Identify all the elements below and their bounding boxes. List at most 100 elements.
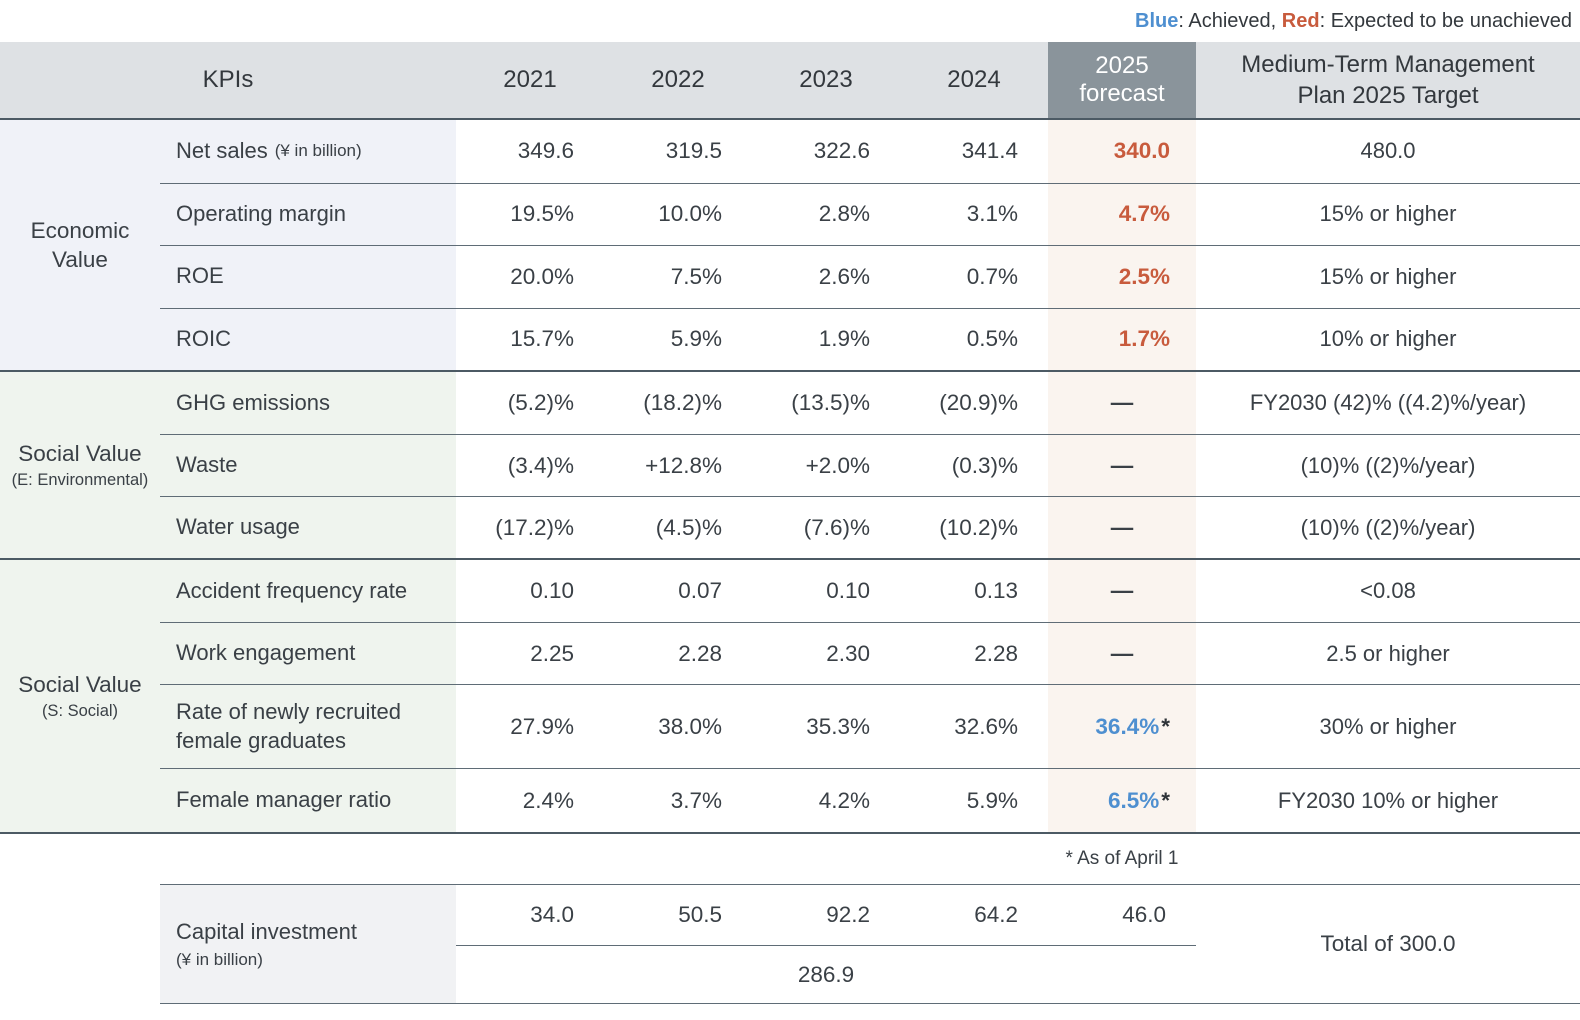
category-social-value-social: Social Value (S: Social) <box>0 560 160 832</box>
value-2023: 92.2 <box>752 884 900 946</box>
value-2024: (0.3)% <box>900 434 1048 496</box>
kpi-female-manager-ratio: Female manager ratio <box>160 768 456 832</box>
value-2021: 0.10 <box>530 578 574 603</box>
category-sublabel: (E: Environmental) <box>11 470 149 489</box>
legend: Blue: Achieved, Red: Expected to be unac… <box>0 0 1580 42</box>
legend-blue-desc: : Achieved, <box>1178 9 1282 32</box>
value-2023: 2.30 <box>752 622 900 684</box>
target-value: Total of 300.0 <box>1196 884 1580 1004</box>
value-2023: 2.6% <box>752 245 900 308</box>
section-economic-value: Economic Value Net sales (¥ in billion) 3… <box>0 120 1580 370</box>
forecast-value: 6.5% * <box>1048 768 1196 832</box>
target-value: 480.0 <box>1360 138 1416 164</box>
category-economic-value: Economic Value <box>0 120 160 370</box>
header-year-2021: 2021 <box>456 42 604 118</box>
value-2021: 15.7% <box>456 307 604 371</box>
value-2023: 322.6 <box>813 138 870 164</box>
target-value: FY2030 (42)% ((4.2)%/year) <box>1249 390 1527 415</box>
value-2022: 5.9% <box>604 307 752 371</box>
footnote-marker: * <box>1161 713 1170 739</box>
forecast-value: — <box>1048 622 1196 684</box>
value-2021: 34.0 <box>456 884 604 946</box>
five-year-subtotal: 286.9 <box>456 946 1196 1004</box>
value-2024: 2.28 <box>900 622 1048 684</box>
value-2021: (3.4)% <box>456 434 604 496</box>
header-kpis: KPIs <box>0 42 456 118</box>
value-2024: 341.4 <box>961 138 1018 164</box>
category-label: Economic Value <box>30 217 130 272</box>
target-value: 30% or higher <box>1196 684 1580 768</box>
legend-blue-label: Blue <box>1135 9 1179 32</box>
value-2024: 5.9% <box>900 768 1048 832</box>
unit-suffix: (¥ in billion) <box>176 949 263 969</box>
kpi-work-engagement: Work engagement <box>160 622 456 684</box>
value-2024: 64.2 <box>900 884 1048 946</box>
capital-investment-block: Capital investment (¥ in billion) 34.0 5… <box>0 884 1580 1004</box>
value-2023: (7.6)% <box>752 496 900 558</box>
legend-red-desc: : Expected to be unachieved <box>1319 9 1572 32</box>
value-2022: 2.28 <box>604 622 752 684</box>
header-target: Medium-Term Management Plan 2025 Target <box>1196 42 1580 118</box>
category-label: Social Value <box>18 440 142 466</box>
forecast-value: — <box>1048 560 1196 622</box>
forecast-value: 340.0 <box>1048 120 1196 183</box>
value-2022: (4.5)% <box>604 496 752 558</box>
kpi-roic: ROIC <box>160 307 456 370</box>
value-2023: (13.5)% <box>791 390 870 415</box>
value-2023: 4.2% <box>752 768 900 832</box>
value-2024: (10.2)% <box>900 496 1048 558</box>
kpi-ghg-emissions: GHG emissions <box>160 372 456 434</box>
category-sublabel: (S: Social) <box>41 701 119 720</box>
target-value: 15% or higher <box>1196 245 1580 308</box>
value-2024: 0.13 <box>974 578 1018 603</box>
value-2023: +2.0% <box>752 434 900 496</box>
value-2021: 2.4% <box>456 768 604 832</box>
value-2023: 35.3% <box>752 684 900 768</box>
value-2023: 2.8% <box>752 182 900 246</box>
legend-red-label: Red <box>1281 9 1320 32</box>
kpi-roe: ROE <box>160 245 456 308</box>
forecast-value: — <box>1048 372 1196 434</box>
kpi-waste: Waste <box>160 434 456 496</box>
value-2024: (20.9)% <box>939 390 1018 415</box>
value-2024: 32.6% <box>900 684 1048 768</box>
header-year-2022: 2022 <box>604 42 752 118</box>
value-2025-forecast: 46.0 <box>1048 884 1196 946</box>
value-2021: 20.0% <box>456 245 604 308</box>
category-social-value-environmental: Social Value (E: Environmental) <box>0 372 160 558</box>
kpi-accident-frequency-rate: Accident frequency rate <box>160 560 456 622</box>
target-value: <0.08 <box>1360 578 1416 603</box>
kpi-operating-margin: Operating margin <box>160 182 456 245</box>
kpi-water-usage: Water usage <box>160 496 456 558</box>
target-value: 2.5 or higher <box>1196 622 1580 684</box>
value-2022: 7.5% <box>604 245 752 308</box>
value-2022: 3.7% <box>604 768 752 832</box>
section-social-value-social: Social Value (S: Social) Accident freque… <box>0 558 1580 834</box>
value-2022: 10.0% <box>604 182 752 246</box>
value-2021: 349.6 <box>517 138 574 164</box>
target-value: FY2030 10% or higher <box>1196 768 1580 832</box>
header-2025-forecast: 2025 forecast <box>1048 42 1196 118</box>
forecast-value: 4.7% <box>1048 182 1196 245</box>
value-2024: 0.5% <box>900 307 1048 371</box>
value-2021: 2.25 <box>456 622 604 684</box>
unit-suffix: (¥ in billion) <box>274 141 362 161</box>
value-2022: +12.8% <box>604 434 752 496</box>
value-2022: 50.5 <box>604 884 752 946</box>
target-value: 10% or higher <box>1196 307 1580 371</box>
header-year-2024: 2024 <box>900 42 1048 118</box>
forecast-value: — <box>1048 496 1196 558</box>
kpi-rate-newly-recruited-female-graduates: Rate of newly recruited female graduates <box>160 684 456 768</box>
section-social-value-environmental: Social Value (E: Environmental) GHG emis… <box>0 370 1580 558</box>
value-2021: 19.5% <box>456 182 604 246</box>
header-forecast-line1: 2025 <box>1095 52 1149 80</box>
header-forecast-line2: forecast <box>1079 80 1165 107</box>
value-2024: 3.1% <box>900 182 1048 246</box>
target-value: (10)% ((2)%/year) <box>1196 496 1580 558</box>
value-2021: 27.9% <box>456 684 604 768</box>
value-2024: 0.7% <box>900 245 1048 308</box>
spacer <box>0 884 160 1004</box>
kpi-capital-investment: Capital investment (¥ in billion) <box>160 884 456 1004</box>
kpi-net-sales: Net sales (¥ in billion) <box>160 120 456 183</box>
forecast-value: 2.5% <box>1048 245 1196 308</box>
